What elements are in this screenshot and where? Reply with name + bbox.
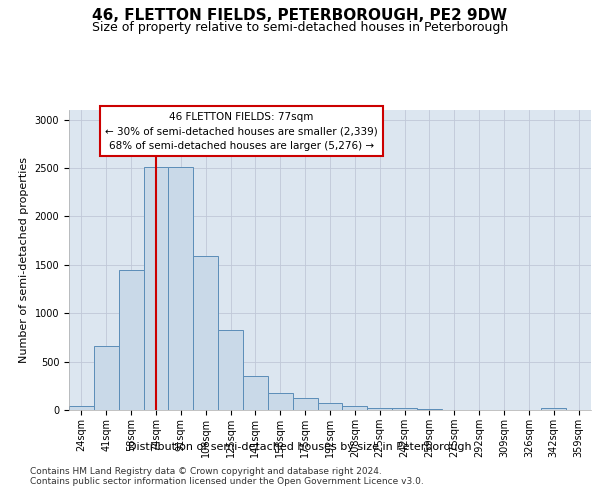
Bar (193, 256, 218, 410)
Text: 46, FLETTON FIELDS, PETERBOROUGH, PE2 9DW: 46, FLETTON FIELDS, PETERBOROUGH, PE2 9D… (92, 8, 508, 22)
Bar (268, 393, 293, 410)
Bar (293, 398, 317, 410)
Bar (243, 376, 268, 410)
Bar (417, 409, 442, 410)
Bar (218, 330, 243, 410)
Bar (94, 346, 119, 410)
Text: Contains public sector information licensed under the Open Government Licence v3: Contains public sector information licen… (30, 477, 424, 486)
Bar (69, 406, 94, 410)
Bar (169, 167, 193, 410)
Bar (343, 406, 367, 410)
Bar (119, 270, 143, 410)
Y-axis label: Number of semi-detached properties: Number of semi-detached properties (19, 157, 29, 363)
Bar (541, 408, 566, 410)
Text: Contains HM Land Registry data © Crown copyright and database right 2024.: Contains HM Land Registry data © Crown c… (30, 467, 382, 476)
Bar (317, 403, 343, 410)
Bar (143, 167, 169, 410)
Bar (367, 408, 392, 410)
Text: Size of property relative to semi-detached houses in Peterborough: Size of property relative to semi-detach… (92, 21, 508, 34)
Bar (392, 408, 417, 410)
Text: 46 FLETTON FIELDS: 77sqm
← 30% of semi-detached houses are smaller (2,339)
68% o: 46 FLETTON FIELDS: 77sqm ← 30% of semi-d… (105, 112, 377, 151)
Text: Distribution of semi-detached houses by size in Peterborough: Distribution of semi-detached houses by … (128, 442, 472, 452)
